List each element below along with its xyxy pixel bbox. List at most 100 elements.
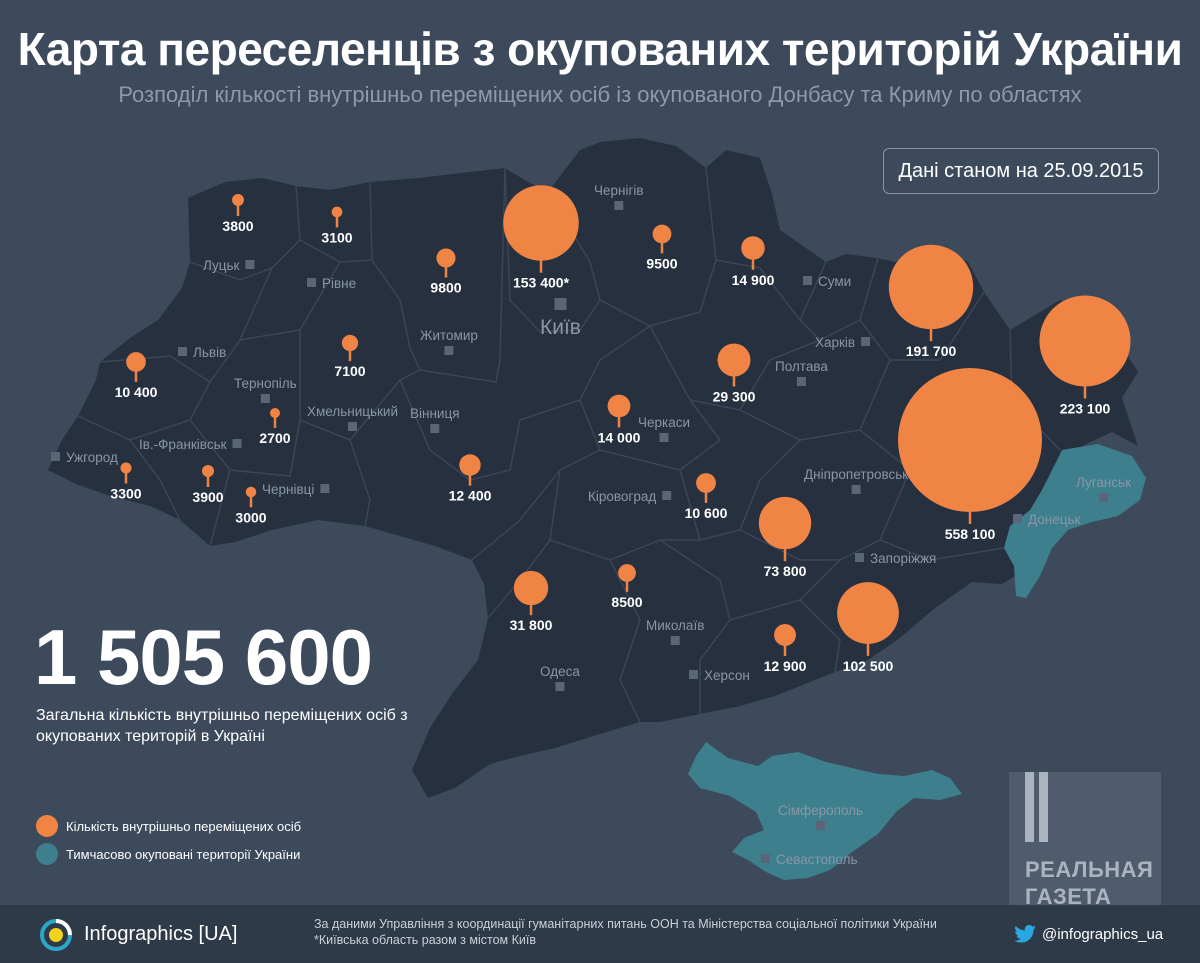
marker-value: 7100 <box>334 363 365 379</box>
marker-value: 223 100 <box>1060 401 1111 417</box>
marker-value: 191 700 <box>906 343 957 359</box>
legend-displaced-label: Кількість внутрішньо переміщених осіб <box>66 818 302 834</box>
city-label: Рівне <box>322 276 356 291</box>
marker-circle <box>618 564 636 582</box>
marker-value: 12 400 <box>449 488 492 504</box>
marker-circle <box>652 224 672 244</box>
marker-19: 73 800 <box>758 496 812 579</box>
marker-circle <box>607 394 631 418</box>
city-21: Миколаїв <box>646 618 704 645</box>
city-square-icon <box>430 424 440 433</box>
source-line2: *Київська область разом з містом Київ <box>314 933 536 947</box>
city-label: Чернівці <box>262 482 314 497</box>
marker-circle <box>269 407 281 419</box>
marker-value: 31 800 <box>510 617 553 633</box>
marker-value: 10 400 <box>115 384 158 400</box>
partner-line1: РЕАЛЬНАЯ <box>1025 857 1154 882</box>
occupied-crimea <box>688 742 962 880</box>
city-square-icon <box>555 682 565 691</box>
city-17: Дніпропетровськ <box>804 467 908 494</box>
city-label: Севастополь <box>776 852 858 867</box>
occupied-donbas <box>1004 444 1146 598</box>
source-note: За даними Управління з координації гуман… <box>314 916 937 948</box>
city-label: Хмельницький <box>307 404 398 419</box>
marker-11: 2700 <box>259 407 291 446</box>
city-label: Запоріжжя <box>870 551 936 566</box>
marker-value: 14 900 <box>732 272 775 288</box>
infographics-logo-icon <box>40 919 72 951</box>
marker-circle <box>696 473 716 493</box>
city-square-icon <box>554 298 567 310</box>
city-square-icon <box>320 484 330 493</box>
city-12: Черкаси <box>638 415 690 442</box>
marker-circle <box>898 368 1042 512</box>
city-10: Хмельницький <box>307 404 398 431</box>
marker-value: 3900 <box>192 489 223 505</box>
marker-14: 3300 <box>110 462 142 502</box>
teal-dot-icon <box>36 843 58 865</box>
marker-circle <box>459 454 481 476</box>
marker-circle <box>503 185 579 261</box>
marker-9: 7100 <box>334 334 366 379</box>
city-label: Кіровоград <box>588 489 656 504</box>
city-label: Тернопіль <box>234 376 297 391</box>
date-badge: Дані станом на 25.09.2015 <box>883 148 1159 194</box>
city-labels: Чернігів Луцьк Рівне Суми Житомир Київ Харків Л… <box>51 183 1131 867</box>
city-label: Луцьк <box>203 258 240 273</box>
marker-10: 29 300 <box>713 343 756 404</box>
twitter-handle[interactable]: @infographics_ua <box>1014 925 1163 943</box>
city-square-icon <box>659 433 669 442</box>
marker-value: 73 800 <box>764 563 807 579</box>
page-subtitle: Розподіл кількості внутрішньо переміщени… <box>118 82 1082 107</box>
city-8: Полтава <box>775 359 828 386</box>
marker-circle <box>201 464 215 478</box>
marker-22: 12 900 <box>764 624 807 674</box>
city-square-icon <box>803 276 812 285</box>
city-11: Вінниця <box>410 406 460 433</box>
city-square-icon <box>796 377 806 386</box>
city-9: Тернопіль <box>234 376 297 403</box>
city-square-icon <box>855 553 864 562</box>
marker-23: 102 500 <box>837 582 899 674</box>
marker-circle <box>1039 295 1131 387</box>
city-label: Донецьк <box>1028 512 1081 527</box>
marker-8: 10 400 <box>115 352 158 400</box>
city-20: Запоріжжя <box>855 551 936 566</box>
city-label: Полтава <box>775 359 828 374</box>
city-square-icon <box>861 337 871 346</box>
brand-name: Infographics [UA] <box>84 923 238 945</box>
city-3: Суми <box>803 274 851 289</box>
marker-circle <box>245 486 257 498</box>
city-square-icon <box>816 821 826 830</box>
footer: Infographics [UA] За даними Управління з… <box>0 905 1200 963</box>
marker-17: 12 400 <box>449 454 492 504</box>
marker-13: 558 100 <box>898 368 1042 542</box>
partner-logo-text: РЕАЛЬНАЯ ГАЗЕТА <box>1025 856 1155 910</box>
city-label: Суми <box>818 274 851 289</box>
marker-value: 2700 <box>259 430 290 446</box>
marker-value: 558 100 <box>945 526 996 542</box>
city-square-icon <box>1013 514 1022 523</box>
city-4: Житомир <box>420 328 478 355</box>
city-square-icon <box>232 439 242 448</box>
city-square-icon <box>51 452 60 461</box>
marker-value: 9800 <box>430 280 461 296</box>
legend-occupied-label: Тимчасово окуповані території України <box>66 846 301 862</box>
oblast-borders <box>77 167 1061 723</box>
city-1: Луцьк <box>203 258 255 273</box>
marker-circle <box>436 248 456 268</box>
marker-circle <box>232 194 244 206</box>
marker-12: 14 000 <box>598 394 641 445</box>
city-5: Київ <box>540 298 581 339</box>
city-label: Дніпропетровськ <box>804 467 908 482</box>
marker-value: 12 900 <box>764 658 807 674</box>
displaced-markers: 3800 3100 9800 153 400* 9500 14 900 191 700 223… <box>110 185 1131 674</box>
marker-6: 191 700 <box>888 244 974 359</box>
city-15: Чернівці <box>262 482 330 497</box>
marker-value: 3800 <box>222 218 253 234</box>
city-square-icon <box>444 346 454 355</box>
marker-circle <box>758 496 812 550</box>
marker-circle <box>717 343 751 377</box>
total-count-label: Загальна кількість внутрішньо переміщени… <box>36 707 408 745</box>
